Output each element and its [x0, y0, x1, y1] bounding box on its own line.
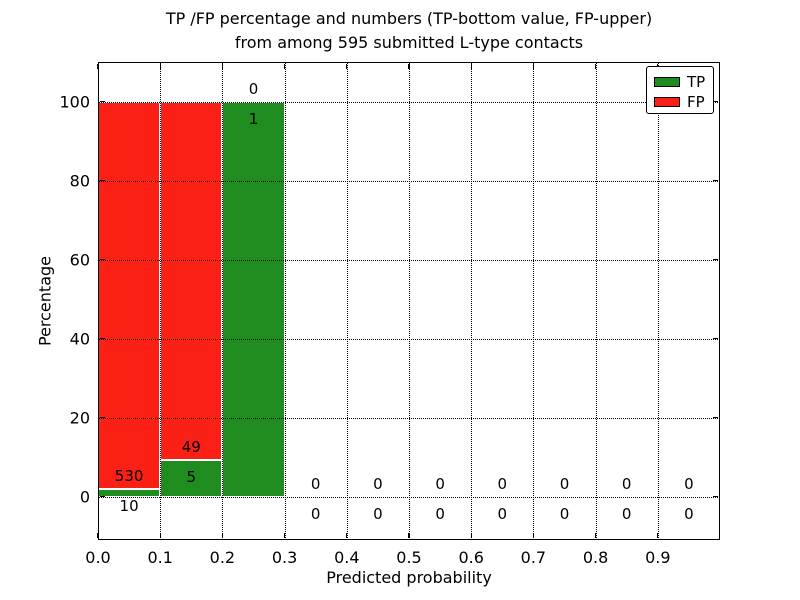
- fp-count-label: 0: [684, 474, 694, 493]
- x-tick-label: 0.2: [209, 548, 236, 567]
- x-tick-top: [159, 63, 161, 69]
- y-tick-right: [713, 416, 719, 419]
- fp-count-label: 0: [621, 474, 632, 493]
- y-tick-label: 60: [69, 250, 90, 270]
- tp-count-label: 0: [621, 504, 632, 523]
- v-gridline: [595, 62, 597, 540]
- fp-count-label: 0: [497, 474, 508, 493]
- x-tick-top: [346, 63, 348, 69]
- x-tick-label: 0.5: [396, 548, 422, 567]
- x-tick-label: 0.6: [458, 548, 484, 567]
- x-tick-label: 0.7: [520, 548, 547, 567]
- x-tick-bottom: [657, 533, 659, 539]
- v-gridline: [160, 62, 162, 540]
- y-tick-left: [99, 416, 105, 419]
- x-tick-bottom: [97, 533, 99, 539]
- fp-count-label: 0: [310, 474, 321, 493]
- x-tick-top: [97, 63, 99, 69]
- chart-title-line1: TP /FP percentage and numbers (TP-bottom…: [165, 9, 653, 28]
- x-tick-top: [283, 63, 286, 69]
- legend-label-fp: FP: [687, 93, 705, 111]
- tp-count-label: 0: [497, 504, 508, 523]
- y-tick-right: [713, 100, 719, 103]
- legend-entry-tp: TP: [647, 72, 713, 92]
- x-tick-bottom: [594, 533, 597, 539]
- tp-count-label: 1: [248, 109, 259, 128]
- x-tick-bottom: [221, 533, 224, 539]
- y-tick-left: [99, 495, 105, 498]
- fp-count-label: 0: [559, 474, 570, 493]
- legend: TP FP: [646, 66, 714, 114]
- x-tick-label: 0.1: [147, 548, 173, 567]
- legend-label-tp: TP: [687, 73, 706, 91]
- x-tick-top: [594, 63, 597, 69]
- v-gridline: [222, 62, 224, 540]
- v-gridline: [471, 62, 473, 540]
- v-gridline: [533, 62, 535, 540]
- tp-count-label: 5: [186, 467, 197, 486]
- v-gridline: [657, 62, 659, 540]
- legend-entry-fp: FP: [647, 92, 713, 112]
- fp-count-label: 0: [435, 474, 445, 493]
- y-tick-right: [713, 179, 719, 182]
- tp-count-label: 0: [310, 504, 321, 523]
- tp-count-label: 0: [684, 504, 694, 523]
- fp-count-label: 0: [248, 79, 259, 98]
- y-tick-left: [99, 179, 105, 182]
- x-tick-bottom: [532, 533, 535, 539]
- y-tick-label: 20: [69, 408, 90, 428]
- chart-title-line2: from among 595 submitted L-type contacts: [234, 33, 584, 52]
- fp-count-label: 530: [114, 467, 144, 486]
- v-gridline: [346, 62, 348, 540]
- y-tick-left: [99, 337, 105, 340]
- x-tick-label: 0.8: [582, 548, 609, 567]
- x-tick-label: 0.0: [85, 548, 111, 567]
- v-gridline: [284, 62, 286, 540]
- bar-segment-tp: [222, 101, 285, 497]
- v-gridline: [409, 62, 410, 540]
- y-tick-right: [713, 337, 719, 340]
- x-tick-top: [470, 63, 472, 69]
- tp-count-label: 0: [435, 504, 445, 523]
- x-tick-bottom: [346, 533, 348, 539]
- y-tick-label: 100: [59, 92, 90, 111]
- y-axis-label: Percentage: [35, 255, 55, 347]
- x-tick-label: 0.3: [271, 548, 298, 567]
- x-tick-top: [532, 63, 535, 69]
- bar-segment-fp: [160, 101, 223, 460]
- x-tick-label: 0.9: [645, 548, 671, 567]
- x-tick-bottom: [283, 533, 286, 539]
- x-axis-label: Predicted probability: [326, 568, 492, 587]
- y-tick-label: 0: [79, 487, 90, 507]
- y-tick-right: [713, 258, 719, 261]
- fp-count-label: 49: [181, 437, 201, 456]
- y-tick-right: [713, 495, 719, 498]
- x-tick-label: 0.4: [334, 548, 360, 567]
- y-tick-left: [99, 100, 105, 103]
- x-tick-top: [221, 63, 224, 69]
- bar-segment-tp: [98, 489, 161, 497]
- tp-count-label: 0: [373, 504, 383, 523]
- bar-segment-fp: [98, 101, 161, 490]
- y-tick-label: 40: [69, 329, 90, 349]
- x-tick-bottom: [408, 533, 410, 539]
- x-tick-bottom: [159, 533, 161, 539]
- fp-count-label: 0: [373, 474, 383, 493]
- y-tick-label: 80: [69, 171, 90, 190]
- tp-count-label: 0: [559, 504, 570, 523]
- tp-color-swatch: [654, 77, 680, 87]
- y-tick-left: [99, 258, 105, 261]
- x-tick-top: [408, 63, 410, 69]
- x-tick-bottom: [470, 533, 472, 539]
- fp-color-swatch: [654, 97, 680, 107]
- tp-count-label: 10: [119, 497, 139, 516]
